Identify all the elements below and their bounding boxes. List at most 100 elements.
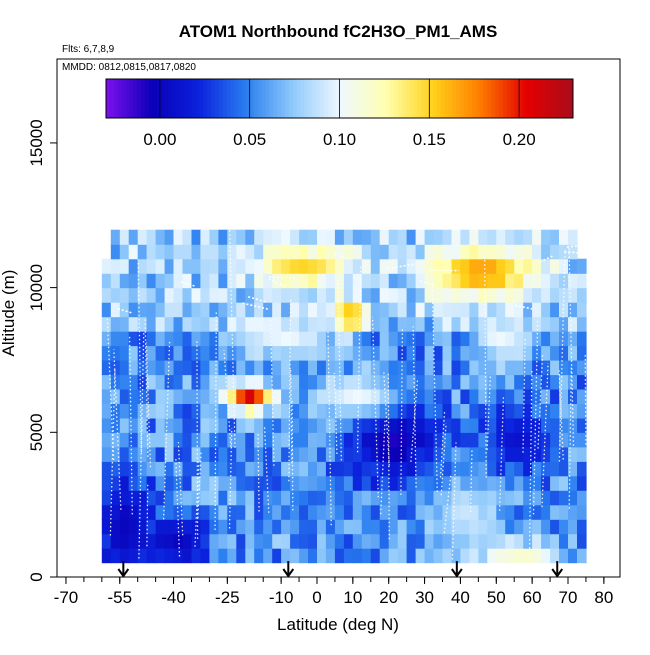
- heat-cell: [120, 374, 130, 389]
- heat-cell: [254, 374, 264, 389]
- heat-cell: [120, 490, 130, 505]
- heat-cell: [460, 346, 470, 361]
- heat-cell: [514, 273, 524, 288]
- heat-cell: [120, 476, 130, 491]
- heat-cell: [344, 230, 354, 245]
- heat-cell: [335, 273, 345, 288]
- heat-cell: [317, 389, 327, 404]
- heat-cell: [568, 548, 578, 563]
- heat-cell: [254, 244, 264, 259]
- heat-cell: [111, 317, 121, 332]
- heat-cell: [218, 519, 228, 534]
- colorbar-segment: [114, 79, 118, 118]
- heat-cell: [443, 476, 453, 491]
- heat-cell: [317, 476, 327, 491]
- colorbar-segment: [456, 79, 460, 118]
- heat-cell: [165, 461, 175, 476]
- colorbar-segment: [149, 79, 153, 118]
- heat-cell: [308, 317, 318, 332]
- heat-cell: [326, 360, 336, 375]
- heat-cell: [523, 273, 533, 288]
- colorbar-segment: [316, 79, 320, 118]
- colorbar-segment: [188, 79, 192, 118]
- heat-cell: [218, 447, 228, 462]
- colorbar-segment: [192, 79, 196, 118]
- heat-cell: [209, 374, 219, 389]
- heat-cell: [326, 273, 336, 288]
- heat-cell: [236, 259, 246, 274]
- heat-cell: [577, 288, 587, 303]
- heat-cell: [183, 418, 193, 433]
- heat-cell: [380, 288, 390, 303]
- heat-cell: [559, 230, 569, 245]
- heat-cell: [443, 374, 453, 389]
- heat-cell: [380, 548, 390, 563]
- heat-cell: [308, 331, 318, 346]
- heat-cell: [317, 403, 327, 418]
- heat-cell: [523, 519, 533, 534]
- heat-cell: [156, 534, 166, 549]
- colorbar-segment: [234, 79, 238, 118]
- heat-cell: [478, 490, 488, 505]
- heat-cell: [245, 389, 255, 404]
- colorbar-segment: [242, 79, 246, 118]
- heat-cell: [478, 273, 488, 288]
- heat-cell: [550, 259, 560, 274]
- heat-cell: [200, 230, 210, 245]
- heat-cell: [505, 461, 515, 476]
- heat-cell: [523, 317, 533, 332]
- heat-cell: [469, 331, 479, 346]
- heat-cell: [353, 476, 363, 491]
- heat-cell: [218, 389, 228, 404]
- heat-cell: [263, 418, 273, 433]
- heat-cell: [478, 519, 488, 534]
- heat-cell: [111, 259, 121, 274]
- heat-cell: [460, 288, 470, 303]
- chart-title: ATOM1 Northbound fC2H3O_PM1_AMS: [179, 22, 498, 41]
- heat-cell: [425, 461, 435, 476]
- heat-cell: [469, 461, 479, 476]
- colorbar-segment: [281, 79, 285, 118]
- heat-cell: [290, 505, 300, 520]
- heat-cell: [308, 432, 318, 447]
- heat-cell: [559, 259, 569, 274]
- heat-cell: [371, 548, 381, 563]
- heat-cell: [389, 403, 399, 418]
- heat-cell: [200, 432, 210, 447]
- heat-cell: [452, 389, 462, 404]
- heat-cell: [209, 288, 219, 303]
- heat-cell: [102, 317, 112, 332]
- heat-cell: [371, 461, 381, 476]
- heat-cell: [174, 288, 184, 303]
- heat-cell: [281, 244, 291, 259]
- heat-cell: [290, 519, 300, 534]
- heat-cell: [434, 288, 444, 303]
- heat-cell: [174, 331, 184, 346]
- colorbar-segment: [308, 79, 312, 118]
- heat-cell: [218, 302, 228, 317]
- heat-cell: [362, 447, 372, 462]
- heat-cell: [398, 302, 408, 317]
- heat-cell: [281, 548, 291, 563]
- heat-cell: [299, 447, 309, 462]
- heat-cell: [452, 273, 462, 288]
- heat-cell: [236, 447, 246, 462]
- heat-cell: [308, 403, 318, 418]
- heat-cell: [326, 346, 336, 361]
- x-tick-label: 40: [451, 588, 470, 607]
- heat-cell: [254, 534, 264, 549]
- heat-cell: [568, 346, 578, 361]
- heat-cell: [317, 490, 327, 505]
- heat-cell: [389, 490, 399, 505]
- heat-cell: [156, 331, 166, 346]
- heat-cell: [460, 476, 470, 491]
- heat-cell: [174, 432, 184, 447]
- heat-cell: [460, 259, 470, 274]
- heat-cell: [120, 288, 130, 303]
- heat-cell: [317, 230, 327, 245]
- heat-cell: [496, 389, 506, 404]
- heat-cell: [218, 403, 228, 418]
- heat-cell: [129, 476, 139, 491]
